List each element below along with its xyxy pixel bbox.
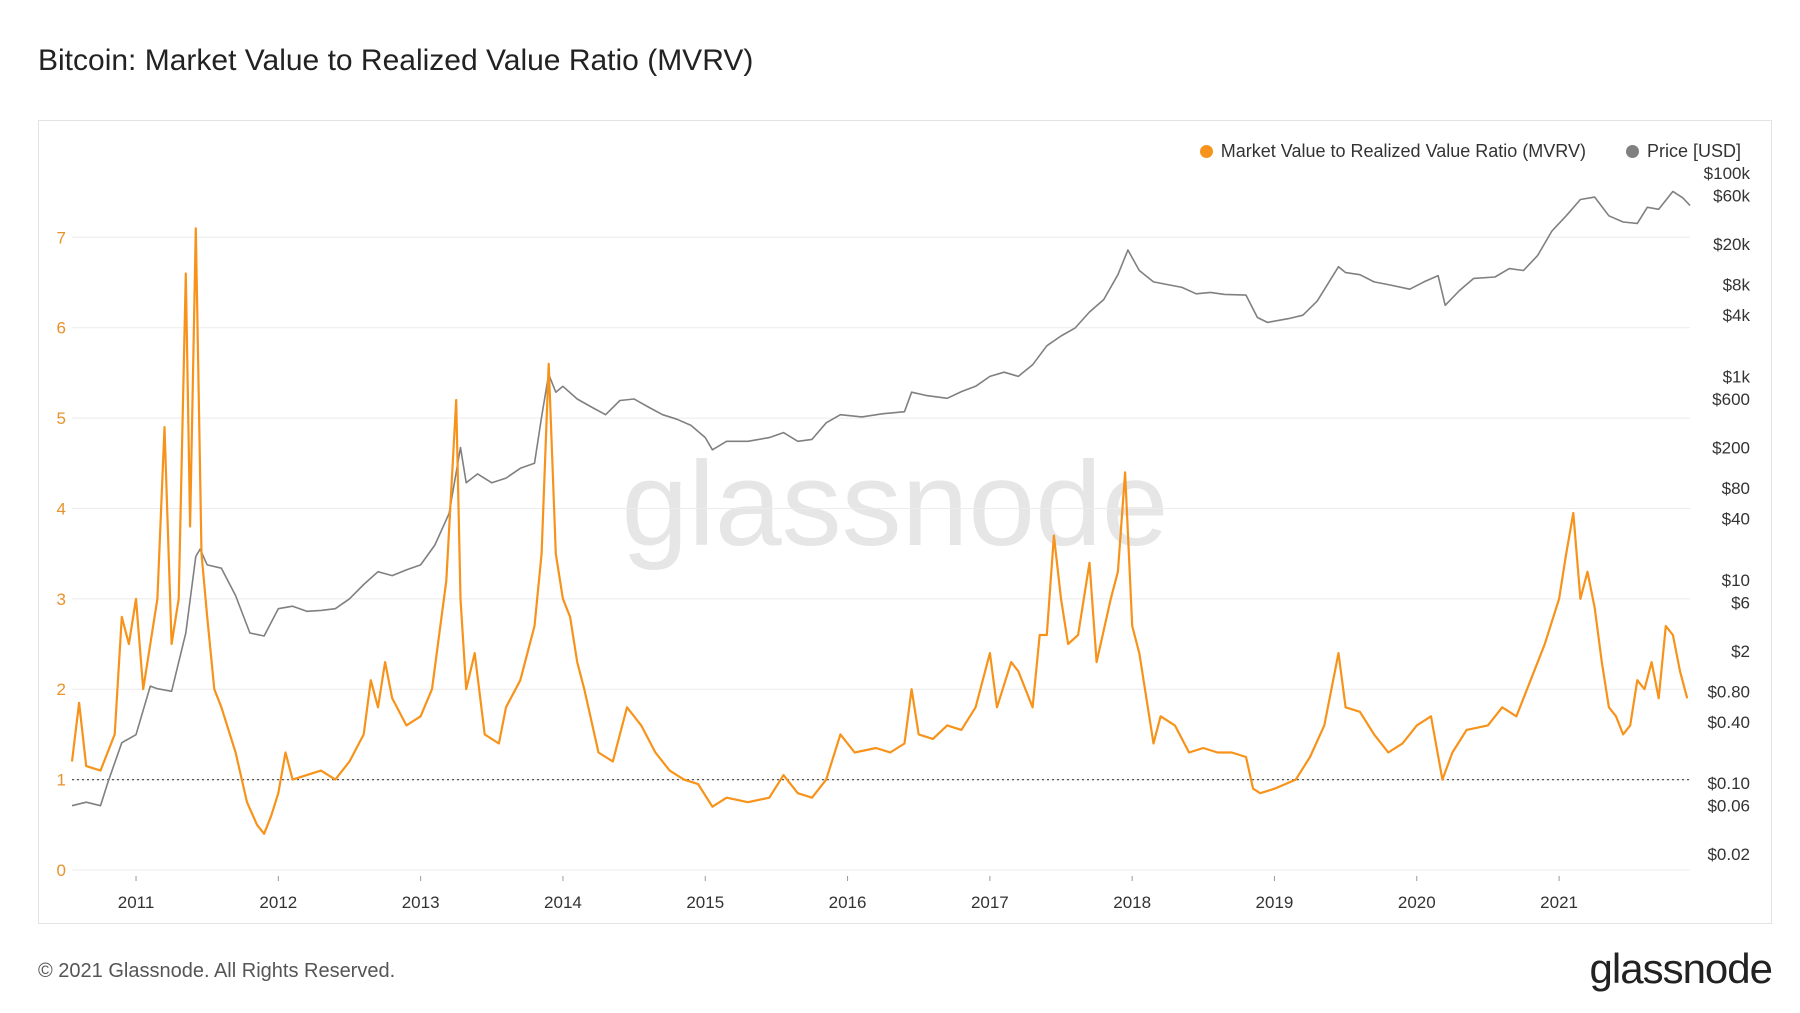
mvrv-series-line (70, 227, 1689, 835)
legend-label-price: Price [USD] (1646, 141, 1741, 161)
legend-label-mvrv: Market Value to Realized Value Ratio (MV… (1220, 141, 1586, 161)
chart-legend: Market Value to Realized Value Ratio (MV… (1199, 141, 1741, 162)
footer-copyright: © 2021 Glassnode. All Rights Reserved. (38, 960, 396, 982)
x-tick-label: 2021 (1540, 893, 1578, 912)
y-left-tick-label: 6 (57, 319, 66, 338)
y-right-tick-label: $2 (1731, 642, 1750, 661)
y-left-tick-label: 5 (57, 409, 66, 428)
y-left-tick-label: 7 (57, 228, 66, 247)
y-left-tick-label: 1 (57, 771, 66, 790)
y-right-tick-label: $0.10 (1707, 774, 1750, 793)
y-right-tick-label: $20k (1713, 235, 1750, 254)
watermark: glassnode (621, 437, 1168, 571)
x-tick-label: 2017 (971, 893, 1009, 912)
legend-item-price[interactable]: Price [USD] (1625, 141, 1741, 162)
legend-dot-mvrv (1199, 145, 1213, 158)
y-right-tick-label: $600 (1712, 390, 1750, 409)
chart-panel: Market Value to Realized Value Ratio (MV… (38, 120, 1772, 924)
y-right-tick-label: $60k (1713, 187, 1750, 206)
y-right-tick-label: $1k (1723, 367, 1751, 386)
y-right-tick-label: $40 (1722, 510, 1750, 529)
footer-logo: glassnode (1589, 945, 1773, 992)
y-left-tick-label: 3 (57, 590, 66, 609)
y-right-tick-label: $0.80 (1707, 682, 1750, 701)
x-tick-label: 2018 (1113, 893, 1151, 912)
x-tick-label: 2015 (686, 893, 724, 912)
y-right-tick-label: $200 (1712, 439, 1750, 458)
y-right-tick-label: $0.06 (1707, 797, 1750, 816)
y-left-tick-label: 0 (57, 861, 66, 880)
chart-title: Bitcoin: Market Value to Realized Value … (38, 44, 754, 77)
y-left-tick-label: 4 (57, 499, 66, 518)
price-series-line (71, 190, 1691, 807)
x-tick-label: 2013 (402, 893, 440, 912)
y-right-tick-label: $100k (1704, 164, 1751, 183)
y-right-tick-label: $6 (1731, 593, 1750, 612)
x-tick-label: 2011 (118, 893, 155, 912)
x-tick-label: 2019 (1256, 893, 1294, 912)
legend-item-mvrv[interactable]: Market Value to Realized Value Ratio (MV… (1199, 141, 1586, 162)
y-right-tick-label: $4k (1723, 306, 1751, 325)
y-right-tick-label: $80 (1722, 479, 1750, 498)
y-right-tick-label: $10 (1722, 571, 1750, 590)
x-tick-label: 2016 (829, 893, 867, 912)
y-right-tick-label: $0.40 (1707, 713, 1750, 732)
x-tick-label: 2012 (259, 893, 297, 912)
y-right-tick-label: $8k (1723, 276, 1751, 295)
y-left-tick-label: 2 (57, 680, 66, 699)
legend-dot-price (1625, 145, 1639, 158)
x-tick-label: 2014 (544, 893, 582, 912)
y-right-tick-label: $0.02 (1707, 845, 1750, 864)
x-tick-label: 2020 (1398, 893, 1436, 912)
